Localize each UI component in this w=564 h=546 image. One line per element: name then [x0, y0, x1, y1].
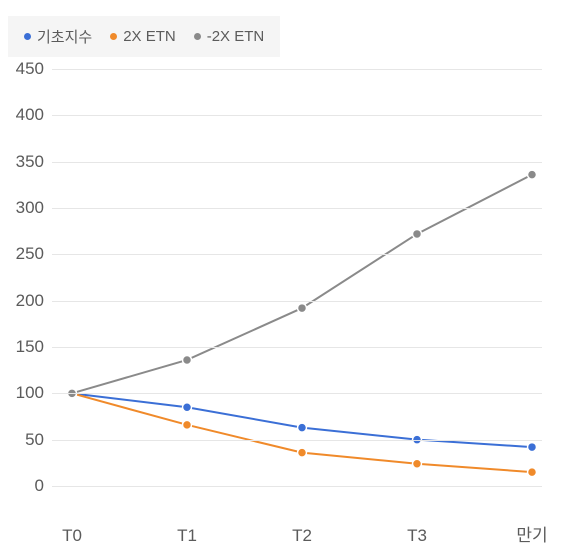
legend-item-2: -2X ETN	[194, 28, 265, 45]
x-tick-label: T1	[177, 526, 197, 546]
y-tick-label: 450	[4, 59, 44, 79]
data-point	[183, 403, 192, 412]
gridline	[52, 486, 542, 487]
y-tick-label: 350	[4, 152, 44, 172]
legend: 기초지수 2X ETN -2X ETN	[8, 16, 280, 57]
data-point	[183, 420, 192, 429]
y-tick-label: 0	[4, 476, 44, 496]
legend-dot-0	[24, 33, 31, 40]
data-point	[298, 423, 307, 432]
y-tick-label: 100	[4, 383, 44, 403]
legend-dot-1	[110, 33, 117, 40]
legend-item-0: 기초지수	[24, 26, 92, 47]
legend-dot-2	[194, 33, 201, 40]
data-point	[528, 170, 537, 179]
data-point	[528, 468, 537, 477]
y-tick-label: 50	[4, 430, 44, 450]
data-point	[183, 355, 192, 364]
plot-area: 050100150200250300350400450T0T1T2T3만기	[4, 65, 552, 520]
gridline	[52, 301, 542, 302]
x-tick-label: T3	[407, 526, 427, 546]
data-point	[298, 304, 307, 313]
data-point	[298, 448, 307, 457]
x-tick-label: T2	[292, 526, 312, 546]
gridline	[52, 162, 542, 163]
gridline	[52, 254, 542, 255]
legend-label-0: 기초지수	[37, 26, 92, 47]
y-tick-label: 400	[4, 105, 44, 125]
y-tick-label: 150	[4, 337, 44, 357]
gridline	[52, 69, 542, 70]
x-tick-label: 만기	[516, 521, 547, 546]
chart-svg	[52, 69, 542, 486]
y-tick-label: 200	[4, 291, 44, 311]
gridline	[52, 208, 542, 209]
chart-container: 기초지수 2X ETN -2X ETN 0 50 100 150 200 250 300 35…	[0, 0, 564, 543]
legend-label-2: -2X ETN	[207, 28, 265, 45]
y-tick-label: 300	[4, 198, 44, 218]
gridline	[52, 115, 542, 116]
y-tick-label: 250	[4, 244, 44, 264]
legend-item-1: 2X ETN	[110, 28, 176, 45]
data-point	[413, 229, 422, 238]
legend-label-1: 2X ETN	[123, 28, 176, 45]
plot-inner	[52, 69, 542, 486]
data-point	[528, 443, 537, 452]
gridline	[52, 347, 542, 348]
x-tick-label: T0	[62, 526, 82, 546]
gridline	[52, 440, 542, 441]
gridline	[52, 393, 542, 394]
data-point	[413, 459, 422, 468]
